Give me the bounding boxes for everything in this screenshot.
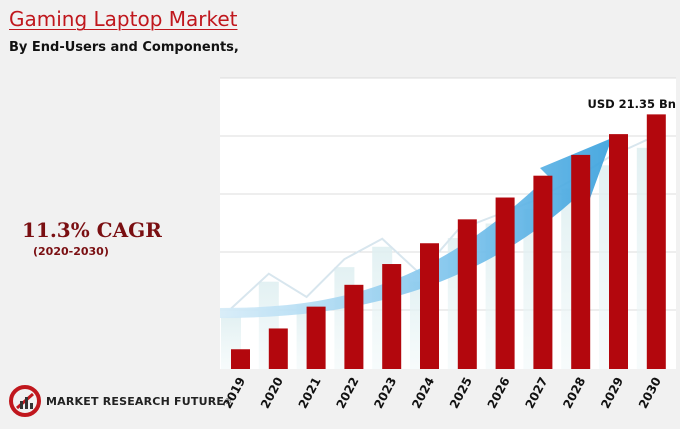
- bar-2026: [495, 197, 515, 369]
- bar-2029: [609, 134, 628, 369]
- bar-2022: [344, 284, 364, 369]
- x-tick-label: 2026: [485, 375, 513, 411]
- bar-2023: [382, 264, 402, 369]
- x-tick-label: 2023: [371, 375, 399, 411]
- x-tick-label: 2025: [447, 375, 475, 411]
- cagr-value: 11.3% CAGR: [22, 218, 162, 242]
- x-tick-label: 2028: [560, 375, 588, 411]
- bar-2024: [420, 243, 439, 369]
- brand-name: MARKET RESEARCH FUTURE: [46, 394, 225, 408]
- cagr-period: (2020-2030): [33, 245, 109, 258]
- chart-subtitle: By End-Users and Components,: [9, 40, 239, 55]
- brand-registered-mark: ®: [224, 396, 233, 406]
- x-axis-ticks: 2019 2020 2021 2022 2023 2024 2025 2026 2027 2028…: [220, 375, 664, 411]
- x-tick-label: 2027: [523, 375, 551, 411]
- bar-2025: [457, 219, 477, 369]
- x-tick-label: 2020: [258, 375, 286, 411]
- x-tick-label: 2022: [334, 375, 362, 411]
- bar-2030: [646, 114, 666, 369]
- x-tick-label: 2021: [296, 375, 324, 411]
- bar-2019: [231, 349, 250, 369]
- x-tick-label: 2029: [598, 375, 626, 411]
- x-tick-label: 2024: [409, 375, 437, 411]
- bar-series: [231, 114, 666, 369]
- bar-2027: [533, 175, 553, 369]
- bar-2020: [268, 328, 288, 369]
- x-tick-label: 2030: [636, 375, 664, 411]
- bar-2028: [571, 154, 591, 369]
- value-annotation: USD 21.35 Bn: [587, 97, 676, 111]
- chart-title: Gaming Laptop Market: [9, 7, 238, 31]
- mrf-logo-icon: [9, 385, 41, 417]
- bar-2021: [306, 306, 326, 369]
- brand-logo: MARKET RESEARCH FUTURE ®: [8, 384, 232, 418]
